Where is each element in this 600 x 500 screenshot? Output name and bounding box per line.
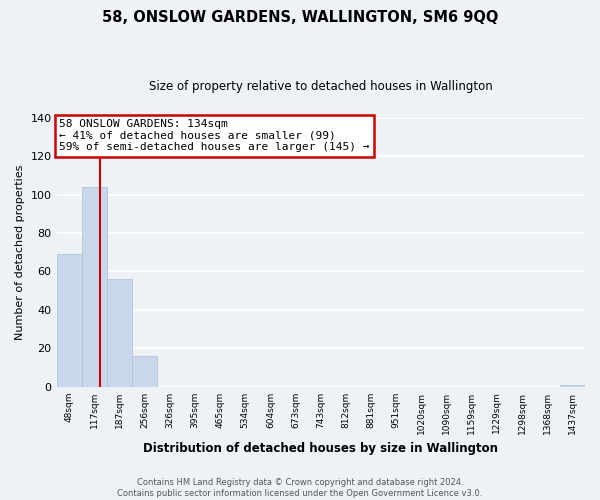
Text: Contains HM Land Registry data © Crown copyright and database right 2024.
Contai: Contains HM Land Registry data © Crown c… xyxy=(118,478,482,498)
Bar xyxy=(132,356,157,386)
Bar xyxy=(560,385,585,386)
Y-axis label: Number of detached properties: Number of detached properties xyxy=(15,164,25,340)
Text: 58 ONSLOW GARDENS: 134sqm
← 41% of detached houses are smaller (99)
59% of semi-: 58 ONSLOW GARDENS: 134sqm ← 41% of detac… xyxy=(59,119,370,152)
Bar xyxy=(107,279,132,386)
Text: 58, ONSLOW GARDENS, WALLINGTON, SM6 9QQ: 58, ONSLOW GARDENS, WALLINGTON, SM6 9QQ xyxy=(102,10,498,25)
Bar xyxy=(82,187,107,386)
Bar xyxy=(56,254,82,386)
X-axis label: Distribution of detached houses by size in Wallington: Distribution of detached houses by size … xyxy=(143,442,498,455)
Title: Size of property relative to detached houses in Wallington: Size of property relative to detached ho… xyxy=(149,80,493,93)
